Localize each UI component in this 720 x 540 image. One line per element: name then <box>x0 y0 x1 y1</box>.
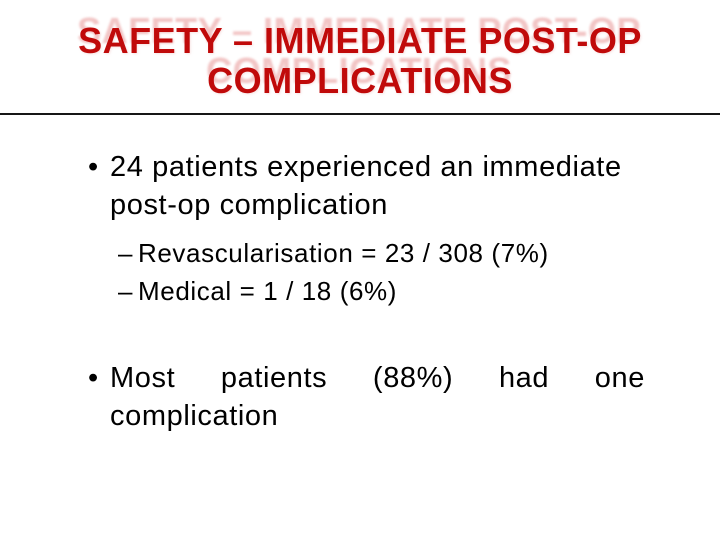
bullet-dot-marker: • <box>88 151 99 183</box>
sub-bullet-text: Revascularisation = 23 / 308 (7%) <box>138 238 549 268</box>
sub-bullet-item-1: – Revascularisation = 23 / 308 (7%) <box>118 234 648 272</box>
slide-title: SAFETY – IMMEDIATE POST-OP COMPLICATIONS <box>78 20 642 101</box>
dash-marker: – <box>118 276 134 306</box>
dash-marker: – <box>118 238 134 268</box>
sub-bullet-item-2: – Medical = 1 / 18 (6%) <box>118 272 648 310</box>
bullet-dot-marker: • <box>88 362 99 394</box>
sub-bullet-text: Medical = 1 / 18 (6%) <box>138 276 397 306</box>
bullet-text: Most patients (88%) had one complication <box>110 362 645 432</box>
slide-body: • 24 patients experienced an immediate p… <box>88 148 648 435</box>
bullet-item-1: • 24 patients experienced an immediate p… <box>88 148 648 224</box>
bullet-item-2: • Most patients (88%) had one complicati… <box>88 359 648 435</box>
bullet-text: 24 patients experienced an immediate pos… <box>110 151 622 221</box>
title-divider-line <box>0 113 720 115</box>
sub-bullet-group: – Revascularisation = 23 / 308 (7%) – Me… <box>118 234 648 310</box>
